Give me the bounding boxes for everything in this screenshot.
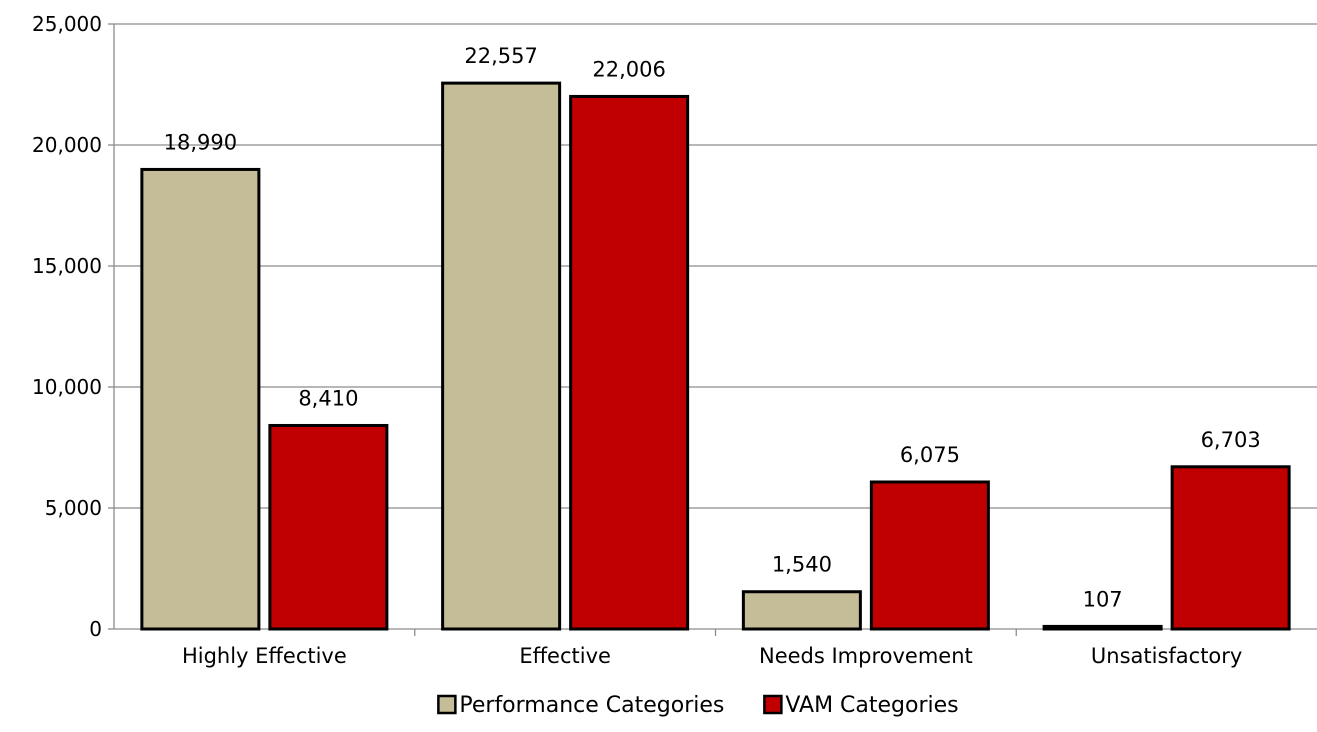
y-tick-label: 0 [89, 617, 102, 641]
x-category-label: Highly Effective [182, 644, 347, 668]
bar-vam [869, 480, 990, 631]
legend-swatch-vam [763, 694, 783, 715]
bar-vam [268, 423, 389, 631]
bar-vam [1170, 465, 1291, 631]
y-tick-label: 15,000 [32, 254, 102, 278]
bar-performance [1042, 624, 1163, 631]
x-category-label: Unsatisfactory [1091, 644, 1242, 668]
data-label: 107 [1083, 587, 1123, 611]
legend-label: VAM Categories [785, 693, 958, 718]
legend-swatch-performance [437, 694, 457, 715]
bar-performance [741, 590, 862, 631]
data-label: 18,990 [164, 130, 237, 154]
data-label: 1,540 [772, 553, 832, 577]
bar-performance [441, 81, 562, 631]
data-label: 22,557 [464, 44, 537, 68]
data-label: 6,703 [1201, 428, 1261, 452]
x-category-label: Needs Improvement [759, 644, 973, 668]
data-label: 22,006 [592, 57, 665, 81]
bar-vam [569, 94, 690, 631]
y-tick-label: 25,000 [32, 12, 102, 36]
y-tick-label: 5,000 [45, 496, 102, 520]
y-tick-label: 20,000 [32, 133, 102, 157]
data-label: 6,075 [900, 443, 960, 467]
legend-label: Performance Categories [459, 693, 724, 718]
bar-performance [140, 167, 261, 631]
y-tick-label: 10,000 [32, 375, 102, 399]
x-category-label: Effective [519, 644, 611, 668]
data-label: 8,410 [298, 386, 358, 410]
